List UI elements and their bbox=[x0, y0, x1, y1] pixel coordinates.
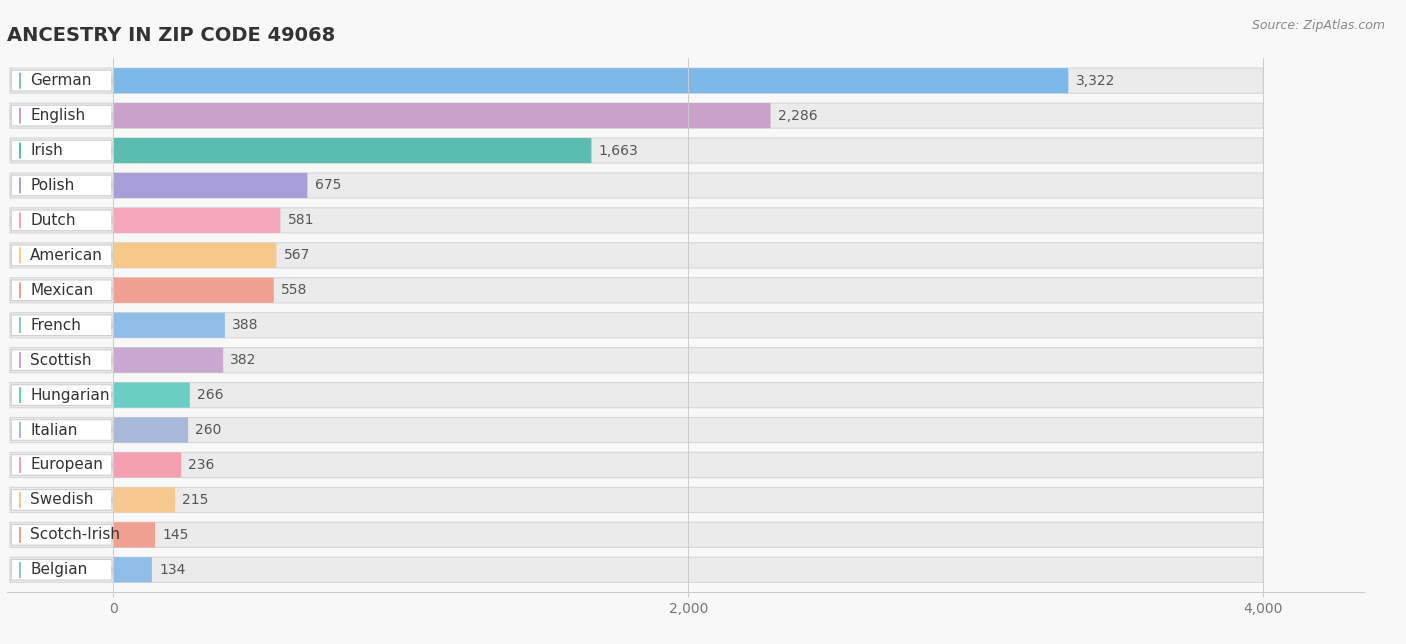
FancyBboxPatch shape bbox=[10, 348, 1263, 373]
Text: Mexican: Mexican bbox=[30, 283, 93, 298]
FancyBboxPatch shape bbox=[11, 384, 112, 406]
FancyBboxPatch shape bbox=[10, 278, 1263, 303]
Text: Irish: Irish bbox=[30, 143, 63, 158]
FancyBboxPatch shape bbox=[11, 280, 112, 301]
FancyBboxPatch shape bbox=[10, 452, 1263, 478]
Text: 260: 260 bbox=[195, 423, 222, 437]
FancyBboxPatch shape bbox=[11, 175, 112, 196]
FancyBboxPatch shape bbox=[114, 68, 1069, 93]
FancyBboxPatch shape bbox=[11, 420, 112, 440]
FancyBboxPatch shape bbox=[10, 68, 1263, 93]
Text: 2,286: 2,286 bbox=[778, 109, 817, 122]
Text: English: English bbox=[30, 108, 86, 123]
FancyBboxPatch shape bbox=[11, 245, 112, 266]
Text: 675: 675 bbox=[315, 178, 342, 193]
FancyBboxPatch shape bbox=[114, 522, 155, 547]
Text: Scotch-Irish: Scotch-Irish bbox=[30, 527, 120, 542]
FancyBboxPatch shape bbox=[11, 524, 112, 545]
FancyBboxPatch shape bbox=[114, 488, 176, 513]
FancyBboxPatch shape bbox=[114, 452, 181, 478]
Text: Dutch: Dutch bbox=[30, 213, 76, 228]
Text: 236: 236 bbox=[188, 458, 215, 472]
Text: European: European bbox=[30, 457, 103, 473]
FancyBboxPatch shape bbox=[11, 105, 112, 126]
FancyBboxPatch shape bbox=[11, 455, 112, 475]
Text: 558: 558 bbox=[281, 283, 308, 298]
Text: 1,663: 1,663 bbox=[599, 144, 638, 158]
FancyBboxPatch shape bbox=[11, 210, 112, 231]
FancyBboxPatch shape bbox=[114, 138, 592, 163]
FancyBboxPatch shape bbox=[10, 417, 1263, 442]
Text: Swedish: Swedish bbox=[30, 493, 93, 507]
FancyBboxPatch shape bbox=[114, 103, 770, 128]
FancyBboxPatch shape bbox=[10, 522, 1263, 547]
FancyBboxPatch shape bbox=[10, 138, 1263, 163]
Text: 215: 215 bbox=[183, 493, 208, 507]
FancyBboxPatch shape bbox=[10, 557, 1263, 582]
FancyBboxPatch shape bbox=[114, 173, 308, 198]
Text: Hungarian: Hungarian bbox=[30, 388, 110, 402]
FancyBboxPatch shape bbox=[10, 243, 1263, 268]
Text: 3,322: 3,322 bbox=[1076, 73, 1115, 88]
FancyBboxPatch shape bbox=[114, 278, 274, 303]
FancyBboxPatch shape bbox=[10, 383, 1263, 408]
FancyBboxPatch shape bbox=[11, 70, 112, 91]
Text: Italian: Italian bbox=[30, 422, 77, 437]
Text: 382: 382 bbox=[231, 353, 257, 367]
Text: ANCESTRY IN ZIP CODE 49068: ANCESTRY IN ZIP CODE 49068 bbox=[7, 26, 335, 45]
FancyBboxPatch shape bbox=[10, 488, 1263, 513]
Text: 145: 145 bbox=[162, 528, 188, 542]
FancyBboxPatch shape bbox=[11, 140, 112, 161]
FancyBboxPatch shape bbox=[10, 208, 1263, 233]
Text: American: American bbox=[30, 248, 103, 263]
FancyBboxPatch shape bbox=[114, 557, 152, 582]
Text: 567: 567 bbox=[284, 249, 309, 262]
FancyBboxPatch shape bbox=[114, 348, 224, 373]
FancyBboxPatch shape bbox=[10, 173, 1263, 198]
FancyBboxPatch shape bbox=[114, 383, 190, 408]
FancyBboxPatch shape bbox=[10, 312, 1263, 338]
Text: Source: ZipAtlas.com: Source: ZipAtlas.com bbox=[1251, 19, 1385, 32]
Text: 266: 266 bbox=[197, 388, 224, 402]
Text: Belgian: Belgian bbox=[30, 562, 87, 577]
Text: 134: 134 bbox=[159, 563, 186, 577]
FancyBboxPatch shape bbox=[114, 417, 188, 442]
FancyBboxPatch shape bbox=[114, 208, 280, 233]
Text: French: French bbox=[30, 317, 82, 333]
FancyBboxPatch shape bbox=[11, 489, 112, 510]
Text: 581: 581 bbox=[288, 213, 314, 227]
FancyBboxPatch shape bbox=[10, 103, 1263, 128]
Text: Scottish: Scottish bbox=[30, 353, 91, 368]
Text: 388: 388 bbox=[232, 318, 259, 332]
Text: German: German bbox=[30, 73, 91, 88]
FancyBboxPatch shape bbox=[114, 312, 225, 338]
FancyBboxPatch shape bbox=[11, 350, 112, 370]
FancyBboxPatch shape bbox=[114, 243, 277, 268]
Text: Polish: Polish bbox=[30, 178, 75, 193]
FancyBboxPatch shape bbox=[11, 315, 112, 336]
FancyBboxPatch shape bbox=[11, 560, 112, 580]
